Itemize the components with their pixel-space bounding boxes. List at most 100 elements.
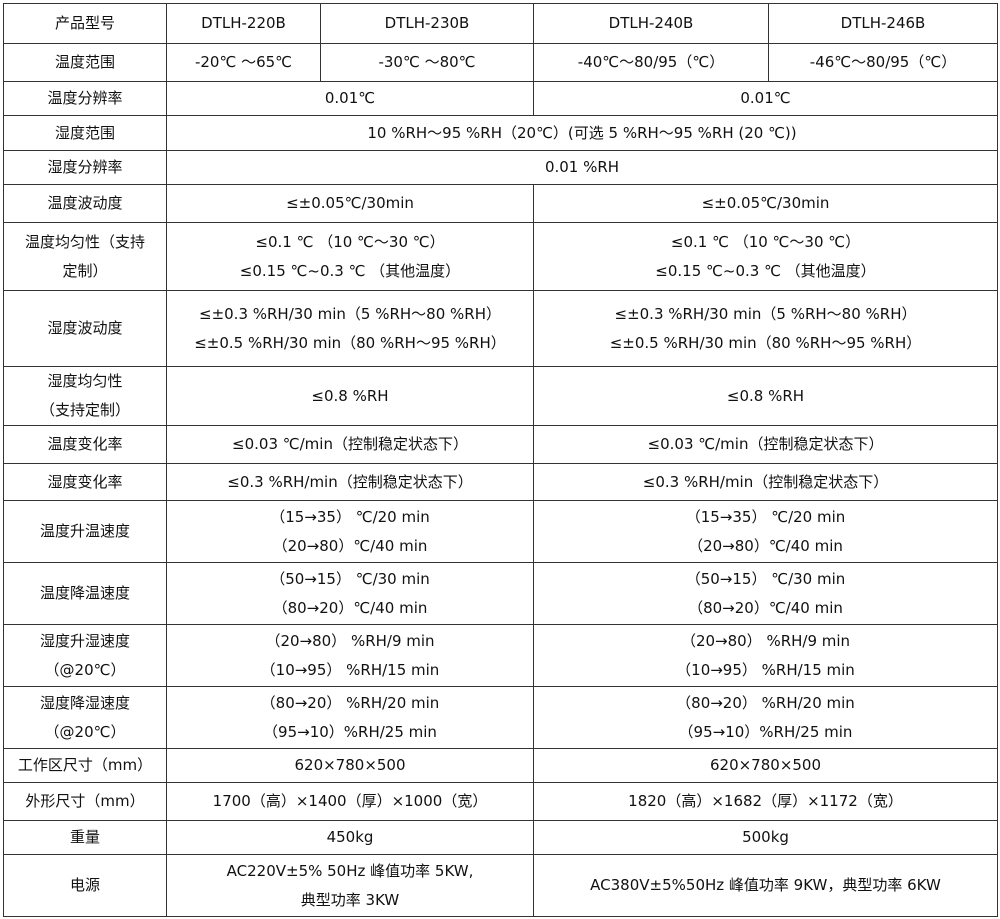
row-label: 重量 bbox=[3, 820, 167, 855]
cell-line: 1700（高）×1400（厚）×1000（宽） bbox=[212, 792, 488, 810]
cell-line: 温度均匀性（支持 bbox=[24, 232, 145, 251]
cell-line: （@20℃） bbox=[44, 722, 126, 741]
cell-line: ≤0.03 ℃/min（控制稳定状态下） bbox=[232, 435, 468, 453]
cell-line: （15→35） ℃/20 min bbox=[685, 507, 846, 526]
temp-range-row: 温度范围 -20℃ ～65℃ -30℃ ～80℃ -40℃～80/95（℃） -… bbox=[3, 43, 998, 82]
spec-row: 湿度波动度 ≤±0.3 %RH/30 min（5 %RH～80 %RH） ≤±0.5… bbox=[3, 290, 998, 367]
cell-line: （80→20） %RH/20 min bbox=[260, 693, 440, 712]
cell-line: ≤±0.05℃/30min bbox=[286, 194, 414, 212]
cell-line: 湿度升湿速度 bbox=[39, 631, 130, 650]
cell-line: ≤±0.05℃/30min bbox=[701, 194, 830, 212]
cell-line: 工作区尺寸（mm） bbox=[17, 756, 153, 774]
model-cell: DTLH-246B bbox=[768, 3, 998, 44]
row-label: 电源 bbox=[3, 854, 167, 917]
row-label: 温度降温速度 bbox=[3, 562, 167, 625]
cell-line: ≤0.3 %RH/min（控制稳定状态下） bbox=[227, 472, 473, 491]
cell-line: 电源 bbox=[69, 876, 100, 894]
value-cell: 0.01 %RH bbox=[166, 150, 998, 185]
cell-line: （95→10）%RH/25 min bbox=[678, 722, 853, 741]
row-label: 温度变化率 bbox=[3, 425, 167, 464]
value-cell: 500kg bbox=[533, 820, 998, 855]
cell-line: （80→20）℃/40 min bbox=[272, 598, 428, 617]
spec-row: 外形尺寸（mm） 1700（高）×1400（厚）×1000（宽） 1820（高）×1… bbox=[3, 782, 998, 821]
row-label: 湿度变化率 bbox=[3, 463, 167, 501]
cell-line: （95→10）%RH/25 min bbox=[263, 722, 437, 741]
row-label: 温度范围 bbox=[3, 43, 167, 82]
cell-line: （20→80）℃/40 min bbox=[688, 536, 843, 555]
spec-row: 湿度变化率 ≤0.3 %RH/min（控制稳定状态下） ≤0.3 %RH/min（控… bbox=[3, 463, 998, 501]
cell-line: ≤0.15 ℃~0.3 ℃ （其他温度） bbox=[655, 261, 876, 280]
cell-line: ≤±0.5 %RH/30 min（80 %RH～95 %RH） bbox=[194, 333, 506, 352]
model-cell: DTLH-220B bbox=[166, 3, 321, 44]
value-cell: （20→80） %RH/9 min （10→95） %RH/15 min bbox=[166, 624, 534, 687]
row-label: 温度波动度 bbox=[3, 184, 167, 223]
model-cell: DTLH-240B bbox=[533, 3, 769, 44]
row-label: 湿度分辨率 bbox=[3, 150, 167, 185]
cell-line: （80→20） %RH/20 min bbox=[676, 693, 855, 712]
spec-table: 产品型号 DTLH-220B DTLH-230B DTLH-240B DTLH-… bbox=[3, 3, 998, 917]
value-cell: 0.01℃ bbox=[166, 81, 534, 116]
spec-row: 温度降温速度 （50→15） ℃/30 min （80→20）℃/40 min （50… bbox=[3, 562, 998, 625]
cell-line: 0.01 %RH bbox=[544, 158, 620, 176]
cell-line: 10 %RH～95 %RH（20℃）(可选 5 %RH～95 %RH (20 ℃… bbox=[367, 123, 797, 142]
cell-line: （支持定制） bbox=[39, 401, 130, 419]
cell-line: 湿度降湿速度 bbox=[39, 693, 130, 712]
cell-line: ≤0.3 %RH/min（控制稳定状态下） bbox=[642, 472, 889, 491]
model-cell: DTLH-230B bbox=[320, 3, 534, 44]
cell-line: ≤0.8 %RH bbox=[311, 386, 389, 405]
value-cell: ≤±0.05℃/30min bbox=[166, 184, 534, 223]
cell-line: ≤0.03 ℃/min（控制稳定状态下） bbox=[647, 435, 884, 453]
cell-line: 湿度分辨率 bbox=[47, 158, 123, 176]
spec-row: 温度波动度 ≤±0.05℃/30min ≤±0.05℃/30min bbox=[3, 184, 998, 223]
value-cell: 450kg bbox=[166, 820, 534, 855]
cell-line: （80→20）℃/40 min bbox=[688, 598, 843, 617]
spec-row: 湿度降湿速度 （@20℃） （80→20） %RH/20 min （95→10）%RH… bbox=[3, 686, 998, 749]
cell-line: 温度升温速度 bbox=[39, 522, 130, 540]
value-cell: （50→15） ℃/30 min （80→20）℃/40 min bbox=[166, 562, 534, 625]
spec-row: 温度均匀性（支持 定制） ≤0.1 ℃ （10 ℃～30 ℃） ≤0.15 ℃~0.3… bbox=[3, 222, 998, 291]
value-cell: ≤0.1 ℃ （10 ℃～30 ℃） ≤0.15 ℃~0.3 ℃ （其他温度） bbox=[166, 222, 534, 291]
cell-line: 湿度均匀性 bbox=[47, 372, 123, 390]
cell-line: 外形尺寸（mm） bbox=[25, 792, 145, 810]
value-cell: -30℃ ～80℃ bbox=[320, 43, 534, 82]
cell-line: （10→95） %RH/15 min bbox=[676, 660, 855, 679]
cell-line: （20→80） %RH/9 min bbox=[265, 631, 435, 650]
value-cell: -40℃～80/95（℃） bbox=[533, 43, 769, 82]
cell-line: 湿度范围 bbox=[54, 123, 115, 142]
value-cell: AC380V±5%50Hz 峰值功率 9KW，典型功率 6KW bbox=[533, 854, 998, 917]
spec-row: 湿度均匀性 （支持定制） ≤0.8 %RH ≤0.8 %RH bbox=[3, 366, 998, 426]
value-cell: AC220V±5% 50Hz 峰值功率 5KW, 典型功率 3KW bbox=[166, 854, 534, 917]
value-cell: （20→80） %RH/9 min （10→95） %RH/15 min bbox=[533, 624, 998, 687]
row-label: 湿度波动度 bbox=[3, 290, 167, 367]
spec-row: 电源 AC220V±5% 50Hz 峰值功率 5KW, 典型功率 3KW AC380V… bbox=[3, 854, 998, 917]
cell-line: ≤0.1 ℃ （10 ℃～30 ℃） bbox=[255, 232, 445, 251]
cell-line: （@20℃） bbox=[44, 660, 126, 679]
value-cell: ≤0.1 ℃ （10 ℃～30 ℃） ≤0.15 ℃~0.3 ℃ （其他温度） bbox=[533, 222, 998, 291]
value-cell: ≤0.03 ℃/min（控制稳定状态下） bbox=[166, 425, 534, 464]
cell-line: 温度降温速度 bbox=[39, 584, 130, 602]
value-cell: 10 %RH～95 %RH（20℃）(可选 5 %RH～95 %RH (20 ℃… bbox=[166, 115, 998, 151]
cell-line: 定制） bbox=[62, 261, 108, 280]
row-label: 湿度范围 bbox=[3, 115, 167, 151]
cell-line: 湿度变化率 bbox=[47, 472, 123, 491]
value-cell: 1700（高）×1400（厚）×1000（宽） bbox=[166, 782, 534, 821]
value-cell: ≤±0.05℃/30min bbox=[533, 184, 998, 223]
header-row: 产品型号 DTLH-220B DTLH-230B DTLH-240B DTLH-… bbox=[3, 3, 998, 44]
cell-line: 0.01℃ bbox=[324, 89, 376, 107]
cell-line: （50→15） ℃/30 min bbox=[270, 569, 430, 588]
cell-line: 620×780×500 bbox=[709, 756, 822, 774]
cell-line: （10→95） %RH/15 min bbox=[260, 660, 440, 679]
value-cell: （15→35） ℃/20 min （20→80）℃/40 min bbox=[166, 500, 534, 563]
value-cell: ≤0.8 %RH bbox=[166, 366, 534, 426]
value-cell: ≤±0.3 %RH/30 min（5 %RH～80 %RH） ≤±0.5 %RH/… bbox=[166, 290, 534, 367]
row-label: 温度均匀性（支持 定制） bbox=[3, 222, 167, 291]
spec-row: 工作区尺寸（mm） 620×780×500 620×780×500 bbox=[3, 748, 998, 783]
value-cell: -20℃ ～65℃ bbox=[166, 43, 321, 82]
spec-row: 湿度范围 10 %RH～95 %RH（20℃）(可选 5 %RH～95 %RH (… bbox=[3, 115, 998, 151]
value-cell: ≤0.03 ℃/min（控制稳定状态下） bbox=[533, 425, 998, 464]
spec-row: 温度变化率 ≤0.03 ℃/min（控制稳定状态下） ≤0.03 ℃/min（控制稳… bbox=[3, 425, 998, 464]
cell-line: AC220V±5% 50Hz 峰值功率 5KW, bbox=[226, 861, 474, 880]
cell-line: 温度波动度 bbox=[47, 194, 123, 212]
cell-line: （20→80）℃/40 min bbox=[272, 536, 428, 555]
row-label: 湿度升湿速度 （@20℃） bbox=[3, 624, 167, 687]
